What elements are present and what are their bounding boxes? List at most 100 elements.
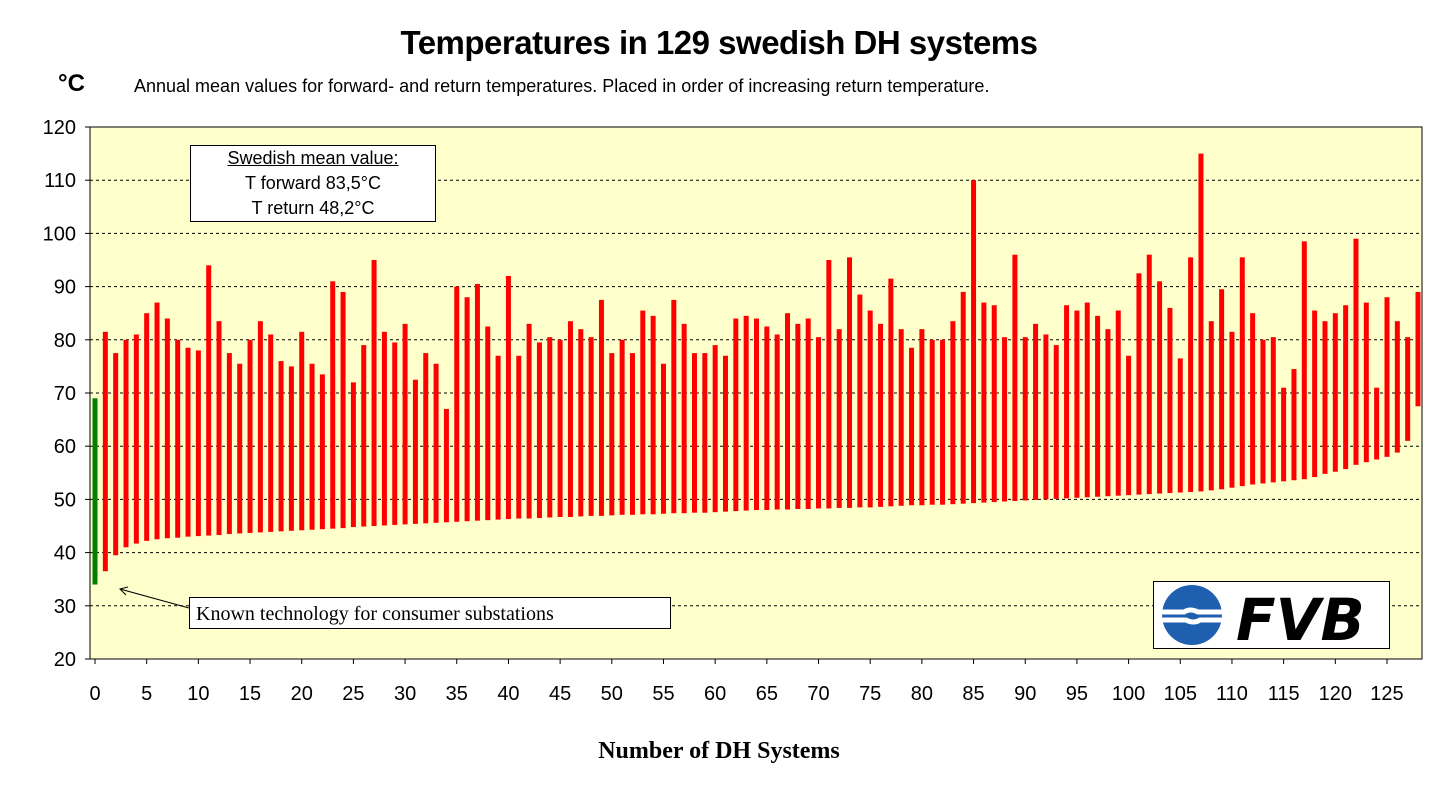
temperature-bar [857, 294, 863, 508]
x-axis: 0 5 10 15 20 25 30 35 40 45 50 55 60 65 70 75 80 85 90 95 10… [89, 659, 1404, 705]
temperature-bar [671, 299, 677, 514]
temperature-bar [733, 318, 739, 512]
temperature-bar [154, 302, 160, 540]
temperature-bar [309, 363, 315, 530]
temperature-bar [629, 353, 635, 515]
temperature-bar [485, 326, 491, 521]
temperature-bar [495, 355, 501, 520]
temperature-bar [888, 278, 894, 507]
temperature-bar [144, 313, 150, 541]
chart-title: Temperatures in 129 swedish DH systems [400, 24, 1038, 61]
temperature-bar [826, 260, 832, 509]
y-tick-label: 20 [54, 649, 76, 671]
temperature-bar [578, 329, 584, 517]
temperature-bar [981, 302, 987, 503]
temperature-bar [722, 355, 728, 512]
temperature-bar [1250, 313, 1256, 485]
temperature-bar [392, 342, 398, 525]
temperature-bar [1074, 310, 1080, 498]
temperature-bar [1012, 254, 1018, 501]
temperature-bar [867, 310, 873, 508]
temperature-bar [836, 329, 842, 508]
temperature-bar [1260, 339, 1266, 484]
temperature-bar [1394, 321, 1400, 453]
x-tick-label: 50 [601, 683, 623, 705]
temperature-bar [598, 299, 604, 516]
temperature-bar [712, 345, 718, 513]
mean-return-temp: T return 48,2°C [251, 198, 375, 218]
temperature-bar [1270, 337, 1276, 483]
x-tick-label: 85 [962, 683, 984, 705]
temperature-bar [299, 331, 305, 531]
temperature-bar [216, 321, 222, 536]
temperature-bar [650, 315, 656, 515]
x-tick-label: 45 [549, 683, 571, 705]
x-tick-label: 115 [1268, 683, 1300, 705]
temperature-bar [278, 361, 284, 532]
temperature-bar [536, 342, 542, 519]
mean-box-header: Swedish mean value: [227, 148, 399, 168]
x-tick-label: 65 [756, 683, 778, 705]
temperature-bar [567, 321, 573, 517]
temperature-bar [1219, 289, 1225, 490]
temperature-bar [464, 297, 470, 522]
temperature-bar [660, 363, 666, 514]
temperature-bar [547, 337, 553, 518]
x-tick-label: 35 [446, 683, 468, 705]
temperature-bar [1084, 302, 1090, 498]
temperature-bar [1291, 369, 1297, 481]
x-tick-label: 60 [704, 683, 726, 705]
temperature-bar [795, 323, 801, 509]
temperature-bar [268, 334, 274, 532]
temperature-bar [237, 363, 243, 534]
temperature-bar [785, 313, 791, 510]
temperature-bar [1126, 355, 1132, 496]
temperature-bar [133, 334, 139, 544]
temperature-bar [1115, 310, 1121, 496]
temperature-bar [754, 318, 759, 511]
y-axis: 20 30 40 50 60 70 80 90 100 110 120 [43, 117, 90, 671]
temperature-bar [206, 265, 212, 536]
temperature-bar [1043, 334, 1049, 500]
temperature-bar [991, 305, 997, 503]
highlight-bar [92, 398, 98, 585]
x-tick-label: 0 [89, 683, 100, 705]
temperature-bar [102, 331, 108, 572]
temperature-bar [619, 339, 625, 515]
temperature-bar [764, 326, 770, 511]
temperature-bar [1105, 329, 1111, 497]
temperature-bar [1405, 337, 1411, 441]
temperature-bar [805, 318, 811, 509]
temperature-bar [1322, 321, 1328, 474]
fvb-logo: FVB [1153, 581, 1390, 654]
x-tick-label: 70 [807, 683, 829, 705]
arrow-line [119, 586, 190, 609]
temperature-bar [443, 408, 449, 523]
temperature-bar [1363, 302, 1369, 463]
temperature-bar [1312, 310, 1318, 478]
temperature-bar [505, 275, 511, 520]
temperature-bar [195, 350, 201, 537]
temperature-bar [371, 260, 377, 526]
y-tick-label: 120 [43, 117, 76, 139]
y-tick-label: 100 [43, 223, 76, 245]
y-tick-label: 110 [44, 170, 76, 192]
temperature-bar [361, 345, 367, 527]
temperature-bar [609, 353, 615, 516]
temperature-bar [960, 291, 966, 504]
temperature-bar [123, 339, 129, 548]
temperature-bar [340, 291, 346, 529]
temperature-bar [1229, 331, 1235, 488]
x-tick-label: 15 [239, 683, 261, 705]
temperature-bar [557, 339, 563, 517]
temperature-bar [1053, 345, 1059, 499]
temperature-bar [1384, 297, 1390, 457]
temperature-bar [412, 379, 418, 524]
temperature-bar [433, 363, 439, 523]
temperature-bar [247, 339, 253, 533]
temperature-bar [1208, 321, 1214, 491]
x-tick-label: 110 [1216, 683, 1248, 705]
temperature-bar [1198, 153, 1204, 492]
x-tick-label: 55 [652, 683, 674, 705]
